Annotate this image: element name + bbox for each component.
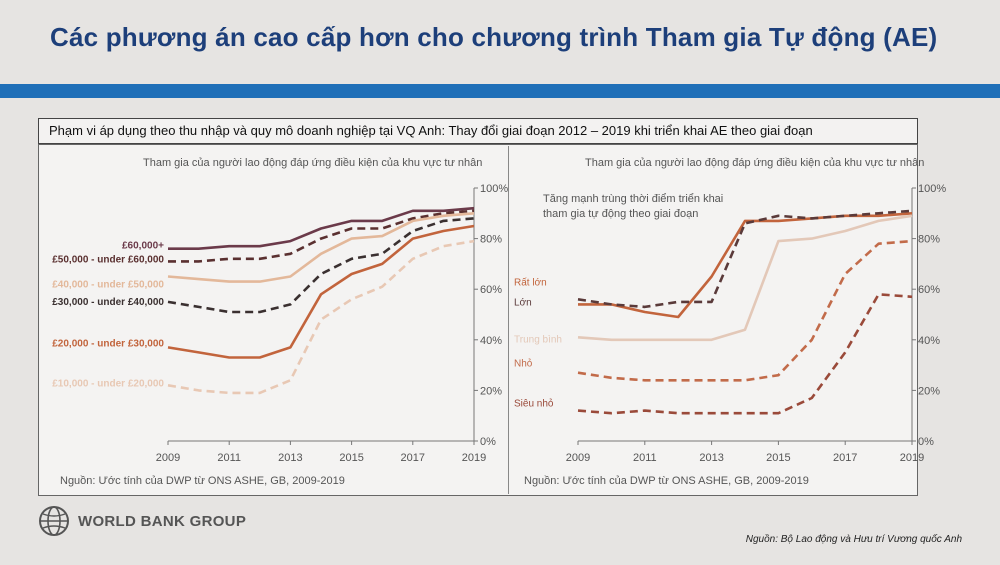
series-line: [577, 239, 913, 382]
page-title: Các phương án cao cấp hơn cho chương trì…: [50, 22, 938, 52]
x-tick-label: 2011: [217, 452, 241, 464]
series-label: £30,000 - under £40,000: [52, 297, 164, 308]
series-line: [167, 217, 475, 314]
chart-panels: [38, 144, 918, 496]
series-label: £40,000 - under £50,000: [52, 280, 164, 291]
subtitle-box: Phạm vi áp dụng theo thu nhập và quy mô …: [38, 118, 918, 144]
chart1-title: Tham gia của người lao động đáp ứng điều…: [143, 157, 482, 169]
logo-text: WORLD BANK GROUP: [78, 512, 247, 530]
series-line: [167, 212, 475, 283]
chart2-legend: Rất lớn Lớn Trung bình Nhỏ Siêu nhỏ: [514, 276, 562, 409]
annotation-line: tham gia tự động theo giai đoạn: [543, 208, 698, 220]
y-tick-label: 40%: [918, 335, 940, 347]
y-tick-label: 60%: [480, 284, 502, 296]
series-label: £10,000 - under £20,000: [52, 378, 164, 389]
panel-divider: [508, 146, 509, 494]
series-label: Siêu nhỏ: [514, 398, 554, 410]
y-tick-label: 0%: [480, 436, 496, 448]
chart1-legend: £60,000+ £50,000 - under £60,000 £40,000 -…: [52, 241, 164, 390]
y-tick-label: 80%: [480, 234, 502, 246]
x-tick-label: 2017: [401, 452, 425, 464]
x-tick-label: 2017: [833, 452, 857, 464]
x-tick-label: 2015: [766, 452, 790, 464]
title-rule: [0, 84, 1000, 98]
series-label: Rất lớn: [514, 276, 547, 288]
globe-icon: [39, 506, 69, 536]
x-tick-label: 2013: [278, 452, 302, 464]
chart1-lines: [167, 206, 475, 395]
y-tick-label: 100%: [480, 183, 508, 195]
series-line: [578, 212, 913, 319]
footer-source: Nguồn: Bộ Lao động và Hưu trí Vương quốc…: [745, 534, 962, 545]
y-tick-label: 100%: [918, 183, 946, 195]
y-tick-label: 60%: [918, 284, 940, 296]
series-label: Nhỏ: [514, 358, 533, 370]
series-line: [167, 239, 475, 395]
series-label: Trung bình: [514, 334, 562, 345]
x-tick-label: 2019: [900, 452, 924, 464]
annotation-line: Tăng mạnh trùng thời điểm triển khai: [543, 193, 723, 205]
x-tick-label: 2019: [462, 452, 486, 464]
series-line: [168, 209, 475, 263]
x-tick-label: 2013: [699, 452, 723, 464]
series-label: £20,000 - under £30,000: [52, 338, 164, 349]
chart2-source: Nguồn: Ước tính của DWP từ ONS ASHE, GB,…: [524, 475, 809, 487]
x-tick-label: 2015: [339, 452, 363, 464]
chart1-axes: 2009 2011 2013 2015 2017 2019 0% 20% 40% 60% 80% 10…: [156, 183, 509, 464]
y-tick-label: 20%: [480, 385, 502, 397]
x-tick-label: 2009: [566, 452, 590, 464]
y-tick-label: 20%: [918, 385, 940, 397]
y-tick-label: 40%: [480, 335, 502, 347]
series-line: [577, 214, 913, 342]
chart2-lines: [577, 209, 913, 415]
series-line: [577, 209, 913, 309]
y-tick-label: 0%: [918, 436, 934, 448]
series-label: £50,000 - under £60,000: [52, 254, 164, 265]
series-line: [167, 224, 475, 359]
x-tick-label: 2009: [156, 452, 180, 464]
series-label: £60,000+: [122, 241, 164, 252]
chart2-axes: 2009 2011 2013 2015 2017 2019 0% 20% 40% 60% 80% 10…: [566, 183, 947, 464]
chart2-annotation: Tăng mạnh trùng thời điểm triển khai tham…: [543, 193, 723, 220]
series-label: Lớn: [514, 297, 532, 308]
series-line: [168, 206, 475, 250]
y-tick-label: 80%: [918, 234, 940, 246]
series-line: [577, 292, 913, 415]
x-tick-label: 2011: [633, 452, 657, 464]
chart1-source: Nguồn: Ước tính của DWP từ ONS ASHE, GB,…: [60, 475, 345, 487]
world-bank-logo: WORLD BANK GROUP: [38, 505, 246, 537]
chart2-title: Tham gia của người lao động đáp ứng điều…: [585, 157, 924, 169]
